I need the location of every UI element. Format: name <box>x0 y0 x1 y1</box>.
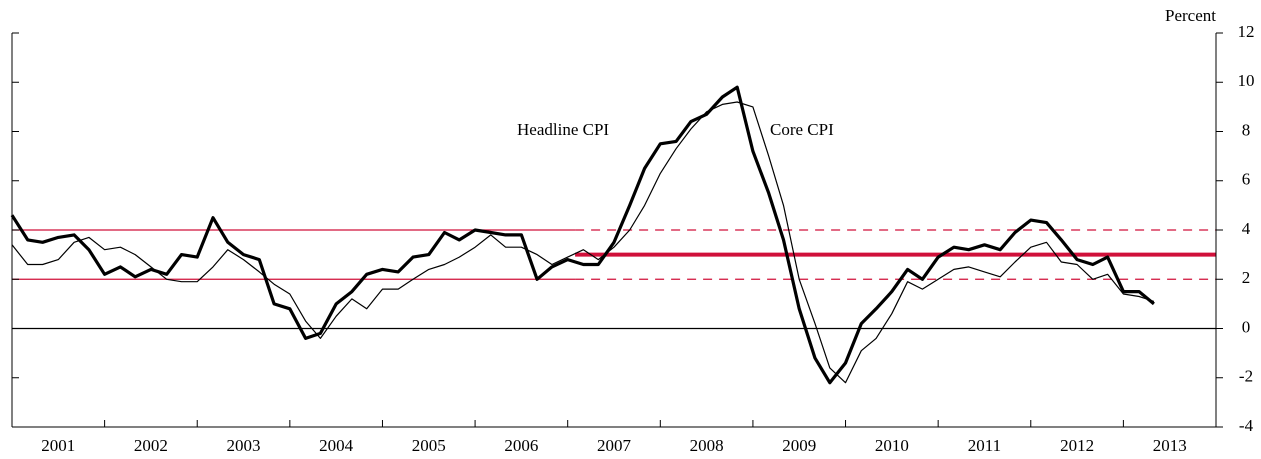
x-tick-label: 2011 <box>968 436 1001 455</box>
axis-label: Percent <box>1165 6 1216 25</box>
x-tick-label: 2001 <box>41 436 75 455</box>
x-tick-label: 2013 <box>1153 436 1187 455</box>
series-line <box>10 85 1155 385</box>
y-tick-label: 2 <box>1242 268 1251 287</box>
y-tick-label: 12 <box>1238 22 1255 41</box>
y-tick-label: 6 <box>1242 170 1251 189</box>
y-tick-label: -4 <box>1239 416 1254 435</box>
x-tick-label: 2007 <box>597 436 632 455</box>
x-tick-label: 2010 <box>875 436 909 455</box>
x-tick-label: 2005 <box>412 436 446 455</box>
y-tick-label: 10 <box>1238 71 1255 90</box>
y-tick-label: 4 <box>1242 219 1251 238</box>
annotation: Core CPI <box>770 120 834 139</box>
x-tick-label: 2006 <box>504 436 538 455</box>
x-tick-label: 2003 <box>227 436 261 455</box>
x-tick-label: 2012 <box>1060 436 1094 455</box>
y-tick-label: -2 <box>1239 367 1253 386</box>
y-tick-label: 0 <box>1242 317 1251 336</box>
x-tick-label: 2009 <box>782 436 816 455</box>
x-tick-label: 2004 <box>319 436 354 455</box>
annotation: Headline CPI <box>517 120 609 139</box>
series-line <box>11 101 1155 384</box>
y-tick-label: 8 <box>1242 120 1251 139</box>
x-tick-label: 2008 <box>690 436 724 455</box>
x-tick-label: 2002 <box>134 436 168 455</box>
